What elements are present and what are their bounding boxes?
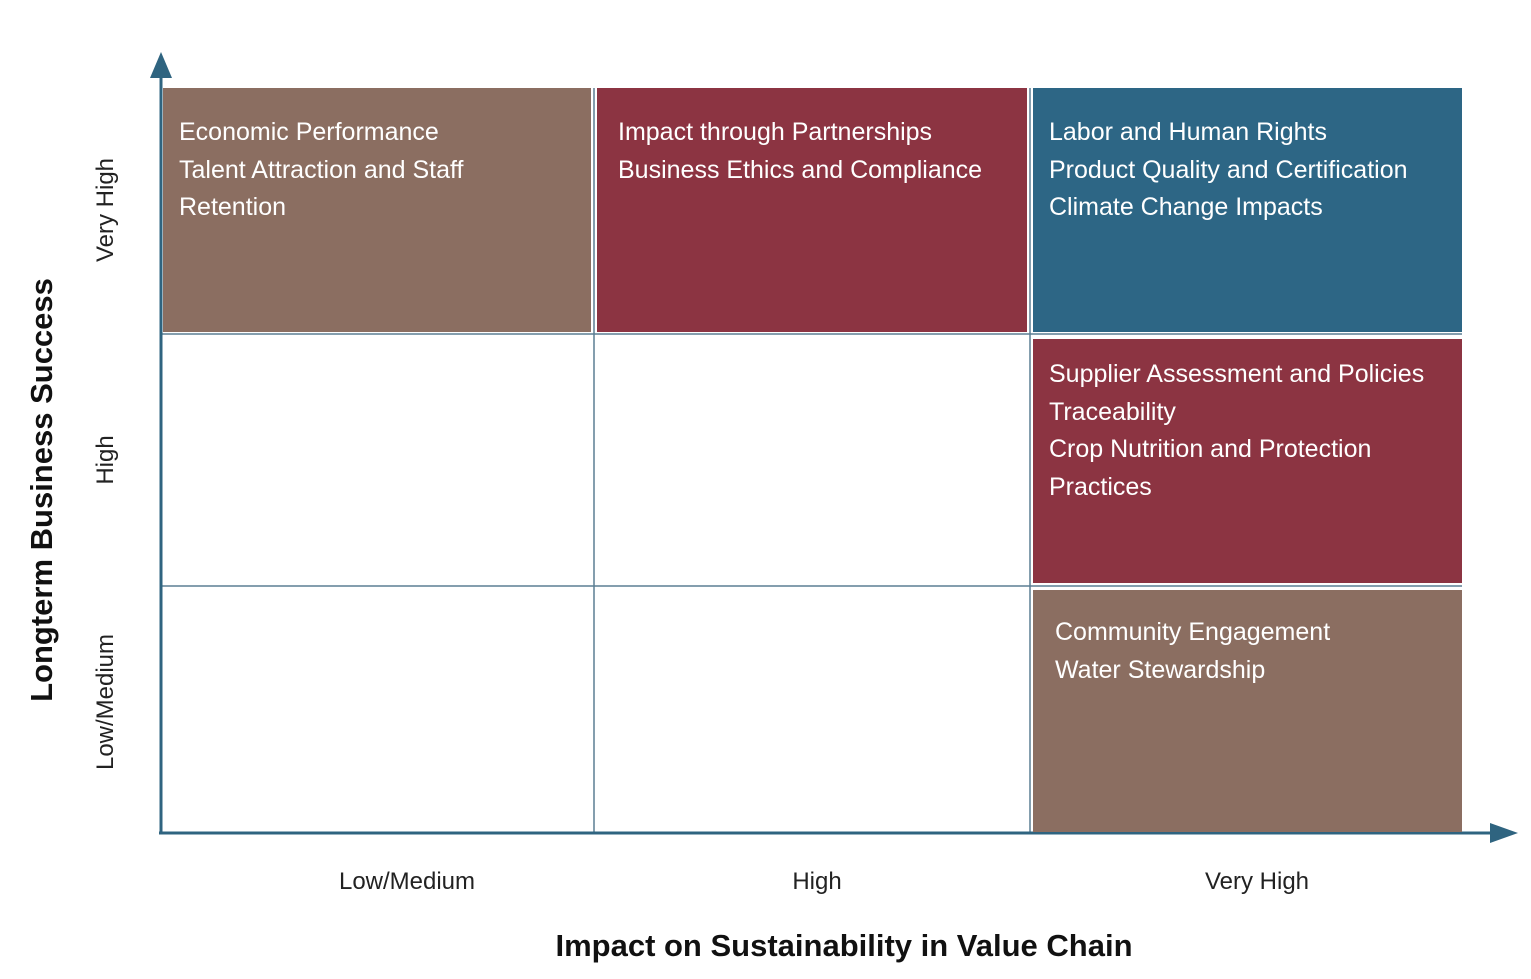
topic-label: Impact through Partnerships bbox=[618, 118, 933, 146]
x-level-very-high: Very High bbox=[1204, 868, 1310, 895]
topic-label: Labor and Human Rights bbox=[1049, 118, 1327, 146]
y-level-very-high: Very High bbox=[92, 157, 119, 263]
cell-very-high-very-high: Labor and Human Rights Product Quality a… bbox=[1033, 88, 1462, 332]
y-axis-arrowhead bbox=[150, 52, 172, 78]
y-level-high: High bbox=[92, 435, 119, 485]
topic-label: Water Stewardship bbox=[1055, 655, 1266, 684]
topic-label: Business Ethics and Compliance bbox=[618, 155, 983, 184]
topic-label: Talent Attraction and Staff Retention bbox=[179, 155, 464, 222]
x-axis-arrowhead bbox=[1490, 823, 1518, 843]
y-level-low-medium: Low/Medium bbox=[92, 633, 119, 771]
topic-label: Traceability bbox=[1049, 397, 1176, 426]
cell-high-very-high: Impact through Partnerships Business Eth… bbox=[597, 88, 1027, 332]
topic-label: Community Engagement bbox=[1055, 618, 1331, 646]
x-axis-title: Impact on Sustainability in Value Chain bbox=[555, 928, 1133, 963]
x-level-low-medium: Low/Medium bbox=[338, 868, 476, 895]
grid-lines bbox=[161, 88, 1462, 832]
cell-very-high-high: Supplier Assessment and Policies Traceab… bbox=[1033, 339, 1462, 583]
topic-label: Crop Nutrition and Protection Practices bbox=[1049, 435, 1372, 501]
topic-label: Product Quality and Certification bbox=[1049, 155, 1408, 184]
x-level-high: High bbox=[792, 868, 842, 895]
topic-label: Climate Change Impacts bbox=[1049, 193, 1323, 221]
topic-label: Supplier Assessment and Policies bbox=[1049, 360, 1425, 388]
cell-low-medium-very-high: Economic Performance Talent Attraction a… bbox=[163, 88, 591, 332]
topic-label: Economic Performance bbox=[179, 118, 439, 146]
cell-very-high-low-medium: Community Engagement Water Stewardship bbox=[1033, 590, 1462, 832]
y-axis-title: Longterm Business Success bbox=[24, 278, 59, 702]
